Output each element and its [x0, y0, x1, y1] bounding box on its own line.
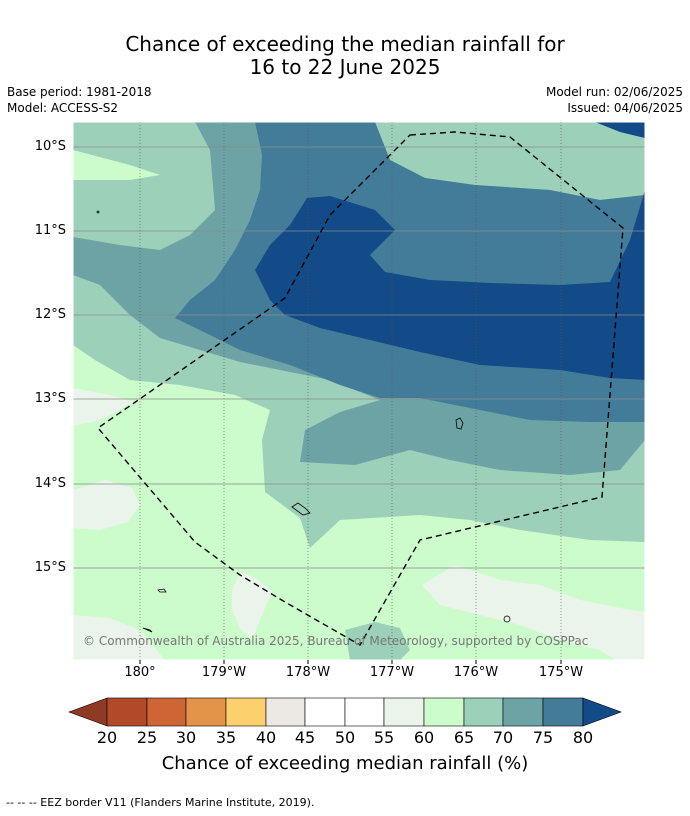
colorbar [68, 697, 622, 727]
lon-label-178w: 178°W [285, 665, 331, 680]
lat-label-10s: 10°S [34, 139, 66, 154]
colorbar-45-50 [304, 697, 346, 727]
island-small-east [503, 615, 511, 623]
region-55-60-south [232, 572, 272, 640]
colorbar-tick-45: 45 [294, 728, 316, 747]
lat-label-11s: 11°S [34, 223, 66, 238]
lat-label-12s: 12°S [34, 307, 66, 322]
island-futuna [291, 502, 311, 516]
base-period-label: Base period: 1981-2018 [7, 85, 152, 99]
islands [96, 210, 511, 633]
lon-label-176w: 176°W [453, 665, 499, 680]
island-wallis [455, 417, 464, 430]
colorbar-30-35 [185, 697, 227, 727]
colorbar-tick-80: 80 [572, 728, 594, 747]
colorbar-55-60 [383, 697, 425, 727]
region-above-80-northeast [595, 122, 645, 138]
region-above-80 [255, 190, 645, 380]
colorbar-40-45 [265, 697, 306, 727]
colorbar-extend-below [68, 697, 108, 727]
model-label: Model: ACCESS-S2 [7, 101, 119, 115]
colorbar-70-75 [502, 697, 544, 727]
colorbar-tick-40: 40 [255, 728, 277, 747]
colorbar-label: Chance of exceeding median rainfall (%) [161, 753, 529, 774]
island-small-north [96, 210, 100, 214]
colorbar-tick-50: 50 [334, 728, 356, 747]
region-55-60-southwest [73, 480, 140, 530]
lon-label-175w: 175°W [538, 665, 584, 680]
region-55-60-bottomleft [73, 615, 165, 660]
lat-label-15s: 15°S [34, 560, 66, 575]
colorbar-extend-above [582, 697, 622, 727]
region-65-70-south [345, 622, 410, 660]
eez-border [96, 131, 624, 646]
island-small-southwest [142, 627, 153, 633]
chart-title-line1: Chance of exceeding the median rainfall … [125, 32, 565, 56]
chart-title-line2: 16 to 22 June 2025 [249, 55, 441, 79]
region-55-60-southeast [422, 565, 645, 660]
latitude-lines [73, 146, 645, 569]
copyright-text: © Commonwealth of Australia 2025, Bureau… [83, 634, 588, 648]
colorbar-tick-30: 30 [175, 728, 197, 747]
colorbar-tick-55: 55 [373, 728, 395, 747]
lon-label-180: 180° [124, 665, 156, 680]
lat-label-13s: 13°S [34, 391, 66, 406]
colorbar-tick-20: 20 [96, 728, 118, 747]
colorbar-tick-65: 65 [453, 728, 475, 747]
lon-label-179w: 179°W [201, 665, 247, 680]
colorbar-25-30 [146, 697, 187, 727]
model-run-label: Model run: 02/06/2025 [545, 85, 683, 99]
colorbar-60-65 [423, 697, 465, 727]
colorbar-65-70 [463, 697, 504, 727]
colorbar-50-55 [344, 697, 385, 727]
colorbar-20-25 [106, 697, 148, 727]
region-55-60-west [73, 388, 135, 426]
x-ticks [139, 660, 562, 664]
island-small-south [157, 588, 167, 593]
issued-label: Issued: 04/06/2025 [567, 101, 683, 115]
colorbar-tick-60: 60 [413, 728, 435, 747]
colorbar-tick-35: 35 [215, 728, 237, 747]
lon-label-177w: 177°W [369, 665, 415, 680]
colorbar-tick-70: 70 [492, 728, 514, 747]
colorbar-tick-75: 75 [532, 728, 554, 747]
eez-footnote: -- -- -- EEZ border V11 (Flanders Marine… [6, 796, 315, 809]
colorbar-35-40 [225, 697, 267, 727]
colorbar-tick-25: 25 [136, 728, 158, 747]
region-60-65-northwest [73, 150, 160, 180]
lat-label-14s: 14°S [34, 476, 66, 491]
colorbar-75-80 [542, 697, 584, 727]
